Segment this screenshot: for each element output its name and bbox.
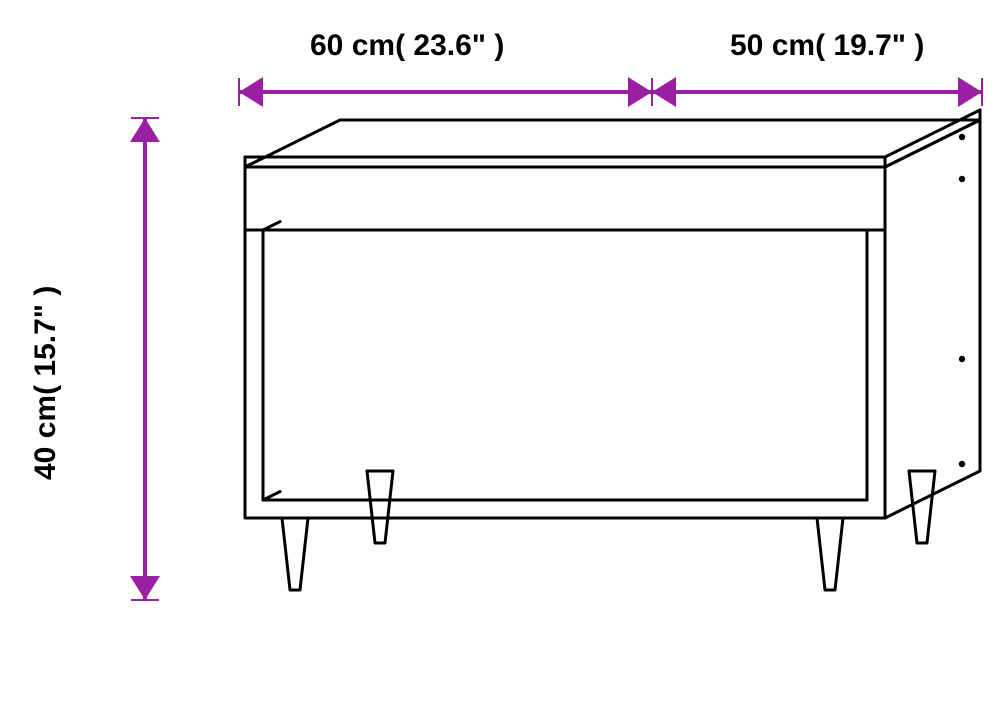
width-label: 60 cm( 23.6" ) bbox=[310, 29, 504, 62]
height-label: 40 cm( 15.7" ) bbox=[29, 286, 62, 480]
depth-label: 50 cm( 19.7" ) bbox=[730, 29, 924, 62]
table-line-art bbox=[245, 110, 980, 590]
dimension-diagram: 60 cm( 23.6" ) 50 cm( 19.7" ) 40 cm( 15.… bbox=[0, 0, 1003, 706]
dimension-labels: 60 cm( 23.6" ) 50 cm( 19.7" ) 40 cm( 15.… bbox=[29, 29, 924, 480]
